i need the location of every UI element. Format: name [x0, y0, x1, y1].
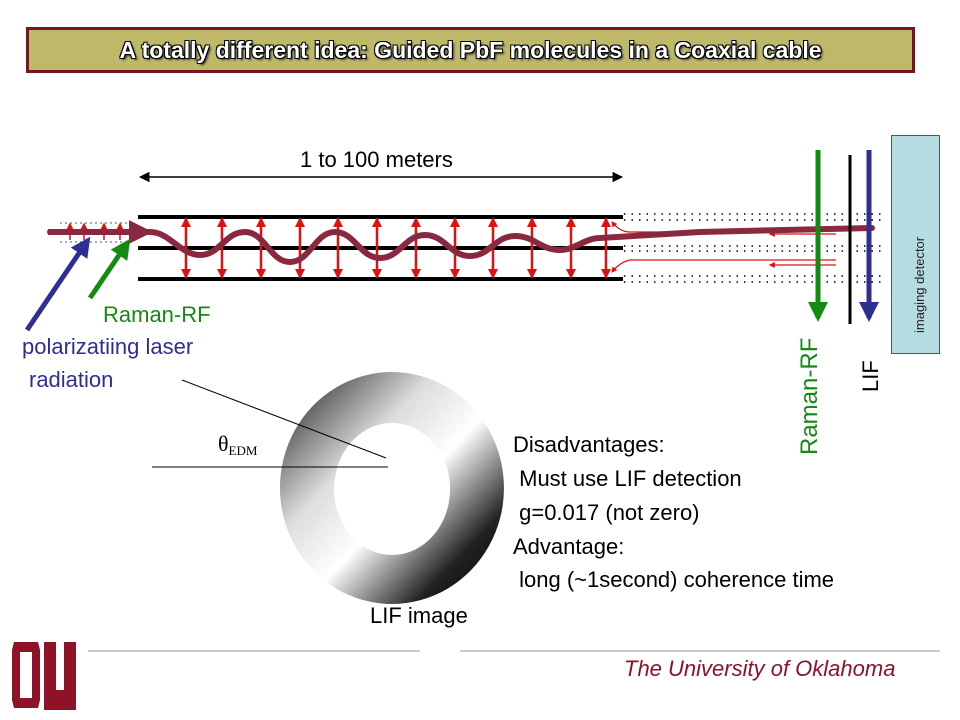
lif-label: LIF: [858, 360, 883, 392]
slide-title: A totally different idea: Guided PbF mol…: [119, 36, 822, 63]
raman-rf-left-label: Raman-RF: [103, 302, 211, 327]
edm-angle-tilt-line: [181, 379, 387, 459]
polarizing-laser-label: polarizatiing laser: [22, 334, 194, 359]
imaging-detector-label: imaging detector: [912, 236, 927, 333]
title-banner: A totally different idea: Guided PbF mol…: [26, 27, 915, 73]
length-label: 1 to 100 meters: [300, 147, 453, 172]
advantage-item-coherence: long (~1second) coherence time: [513, 567, 835, 592]
lif-ring-image: [279, 372, 504, 604]
theta-subscript: EDM: [228, 443, 258, 458]
university-name: The University of Oklahoma: [624, 656, 896, 681]
advantage-heading: Advantage:: [513, 534, 625, 559]
theta-symbol: θ: [218, 431, 229, 456]
imaging-detector: [891, 135, 940, 354]
raman-rf-right-label: Raman-RF: [796, 337, 823, 455]
exit-field-arrows: [611, 221, 836, 273]
disadvantages-heading: Disadvantages:: [513, 432, 665, 457]
molecular-beam: [47, 225, 875, 266]
lif-image-label: LIF image: [370, 603, 468, 628]
theta-edm-label: θEDM: [218, 431, 257, 459]
raman-rf-left-arrow: [87, 238, 131, 300]
polarizing-laser-arrow: [24, 236, 91, 332]
disadvantage-item-g: g=0.017 (not zero): [513, 500, 700, 525]
ou-logo: [12, 642, 76, 710]
disadvantage-item-lif: Must use LIF detection: [513, 466, 742, 491]
radiation-label: radiation: [29, 367, 114, 392]
cable-extension: [624, 213, 886, 283]
